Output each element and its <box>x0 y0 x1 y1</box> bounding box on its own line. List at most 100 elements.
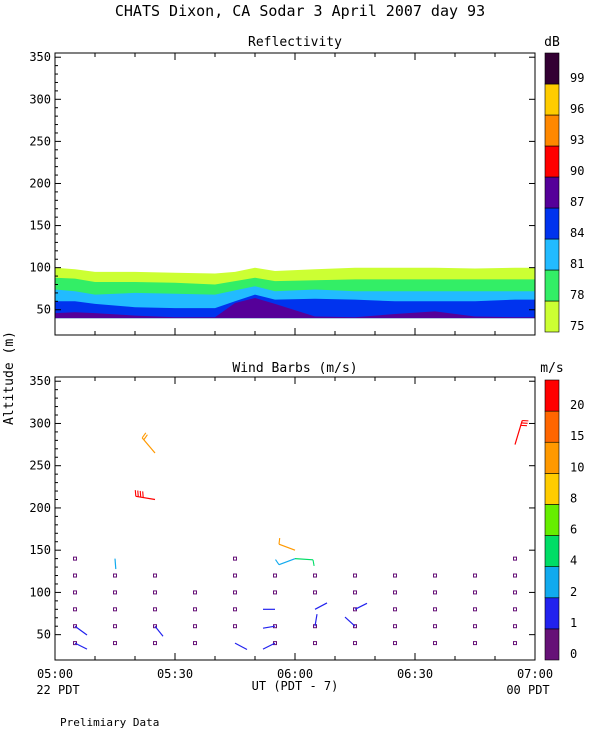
calm-point <box>473 573 477 578</box>
calm-point <box>433 573 437 578</box>
calm-point <box>513 624 517 629</box>
wind-barb-shaft <box>74 625 88 636</box>
calm-point <box>153 607 157 612</box>
colorbar-tick-label: 8 <box>570 491 577 505</box>
wind-barb <box>134 490 156 501</box>
wind-barb-shaft <box>294 558 314 561</box>
colorbar-tick-label: 84 <box>570 226 584 240</box>
wind-barb-shaft <box>234 642 248 651</box>
wind-barb <box>74 625 88 636</box>
colorbar-tick-label: 15 <box>570 429 584 443</box>
wind-barb <box>278 537 296 551</box>
wind-barb-shaft <box>314 614 318 627</box>
colorbar-tick-label: 0 <box>570 647 577 661</box>
calm-point <box>153 590 157 595</box>
wind-barb-shaft <box>278 543 296 551</box>
wind-barb-shaft <box>354 602 368 610</box>
calm-point <box>313 641 317 646</box>
wind-barb <box>314 602 328 610</box>
calm-point <box>393 590 397 595</box>
wind-barb-feather <box>275 559 280 565</box>
colorbar-tick-label: 87 <box>570 195 584 209</box>
wind-barb-feather <box>143 434 148 441</box>
reflectivity-axes: 50 100 150 200 250 300 350 <box>29 50 536 335</box>
y-tick-label: 150 <box>29 219 51 233</box>
calm-point <box>113 641 117 646</box>
colorbar-tick-label: 96 <box>570 102 584 116</box>
y-tick-label: 50 <box>37 628 51 642</box>
wind-barb <box>344 616 356 627</box>
wind-barb-axes: 50 100 150 200 250 300 350 05:00 05:30 06:00 06:30… <box>29 374 553 681</box>
colorbar-swatch <box>544 441 560 474</box>
wind-colorbar-unit: m/s <box>540 361 563 376</box>
reflectivity-band-87 <box>55 298 535 319</box>
calm-point <box>73 556 77 561</box>
y-tick-label: 50 <box>37 303 51 317</box>
wind-barb-shaft <box>514 420 523 445</box>
calm-point <box>473 624 477 629</box>
wind-barb-shaft <box>135 495 156 501</box>
colorbar-tick-label: 78 <box>570 288 584 302</box>
wind-barb-title: Wind Barbs (m/s) <box>232 361 357 376</box>
calm-point <box>393 641 397 646</box>
colorbar-tick-label: 90 <box>570 164 584 178</box>
colorbar-tick-label: 4 <box>570 554 577 568</box>
wind-barb-shaft <box>262 625 276 629</box>
calm-point <box>233 607 237 612</box>
colorbar-tick-label: 20 <box>570 398 584 412</box>
reflectivity-colorbar: 75 78 81 84 87 90 93 96 99 <box>544 52 584 333</box>
calm-point <box>393 573 397 578</box>
wind-barb <box>74 642 88 650</box>
calm-point <box>273 641 277 646</box>
colorbar-tick-label: 10 <box>570 460 584 474</box>
calm-point <box>513 607 517 612</box>
calm-point <box>433 590 437 595</box>
x-left-note: 22 PDT <box>36 683 79 697</box>
wind-colorbar: 0 1 2 4 6 8 10 15 20 <box>544 379 584 661</box>
wind-barb-shaft <box>314 602 328 610</box>
calm-point <box>73 641 77 646</box>
wind-barb <box>262 642 276 650</box>
calm-point <box>233 624 237 629</box>
colorbar-tick-label: 2 <box>570 585 577 599</box>
calm-point <box>193 641 197 646</box>
colorbar-swatch <box>544 410 560 443</box>
wind-barb <box>141 432 156 454</box>
wind-barb <box>294 558 315 567</box>
colorbar-tick-label: 99 <box>570 71 584 85</box>
wind-barb-shaft <box>278 558 296 566</box>
y-tick-label: 350 <box>29 50 51 64</box>
reflectivity-band-84 <box>55 294 535 319</box>
x-tick-label: 07:00 <box>517 667 553 681</box>
calm-point <box>233 556 237 561</box>
wind-barb <box>114 558 117 570</box>
wind-barb-panel: Wind Barbs (m/s) 5010015020025030035005:… <box>29 361 584 681</box>
calm-point <box>193 624 197 629</box>
wind-barb <box>262 625 276 629</box>
wind-barb-feather <box>312 559 315 567</box>
colorbar-swatch <box>544 566 560 599</box>
x-right-note: 00 PDT <box>506 683 549 697</box>
colorbar-swatch <box>544 628 560 661</box>
calm-point <box>433 641 437 646</box>
calm-point <box>273 590 277 595</box>
y-tick-label: 250 <box>29 134 51 148</box>
calm-point <box>153 624 157 629</box>
reflectivity-fill <box>55 267 535 319</box>
calm-point <box>393 624 397 629</box>
reflectivity-title: Reflectivity <box>248 35 342 50</box>
y-tick-label: 300 <box>29 92 51 106</box>
colorbar-swatch <box>544 207 560 240</box>
calm-point <box>113 573 117 578</box>
calm-point <box>513 573 517 578</box>
colorbar-tick-label: 1 <box>570 616 577 630</box>
colorbar-tick-label: 81 <box>570 257 584 271</box>
wind-barb-shaft <box>141 437 156 454</box>
calm-point <box>473 607 477 612</box>
y-tick-label: 200 <box>29 501 51 515</box>
wind-barb <box>234 642 248 651</box>
wind-barb-shaft <box>154 625 164 637</box>
calm-point <box>73 573 77 578</box>
calm-point <box>113 624 117 629</box>
